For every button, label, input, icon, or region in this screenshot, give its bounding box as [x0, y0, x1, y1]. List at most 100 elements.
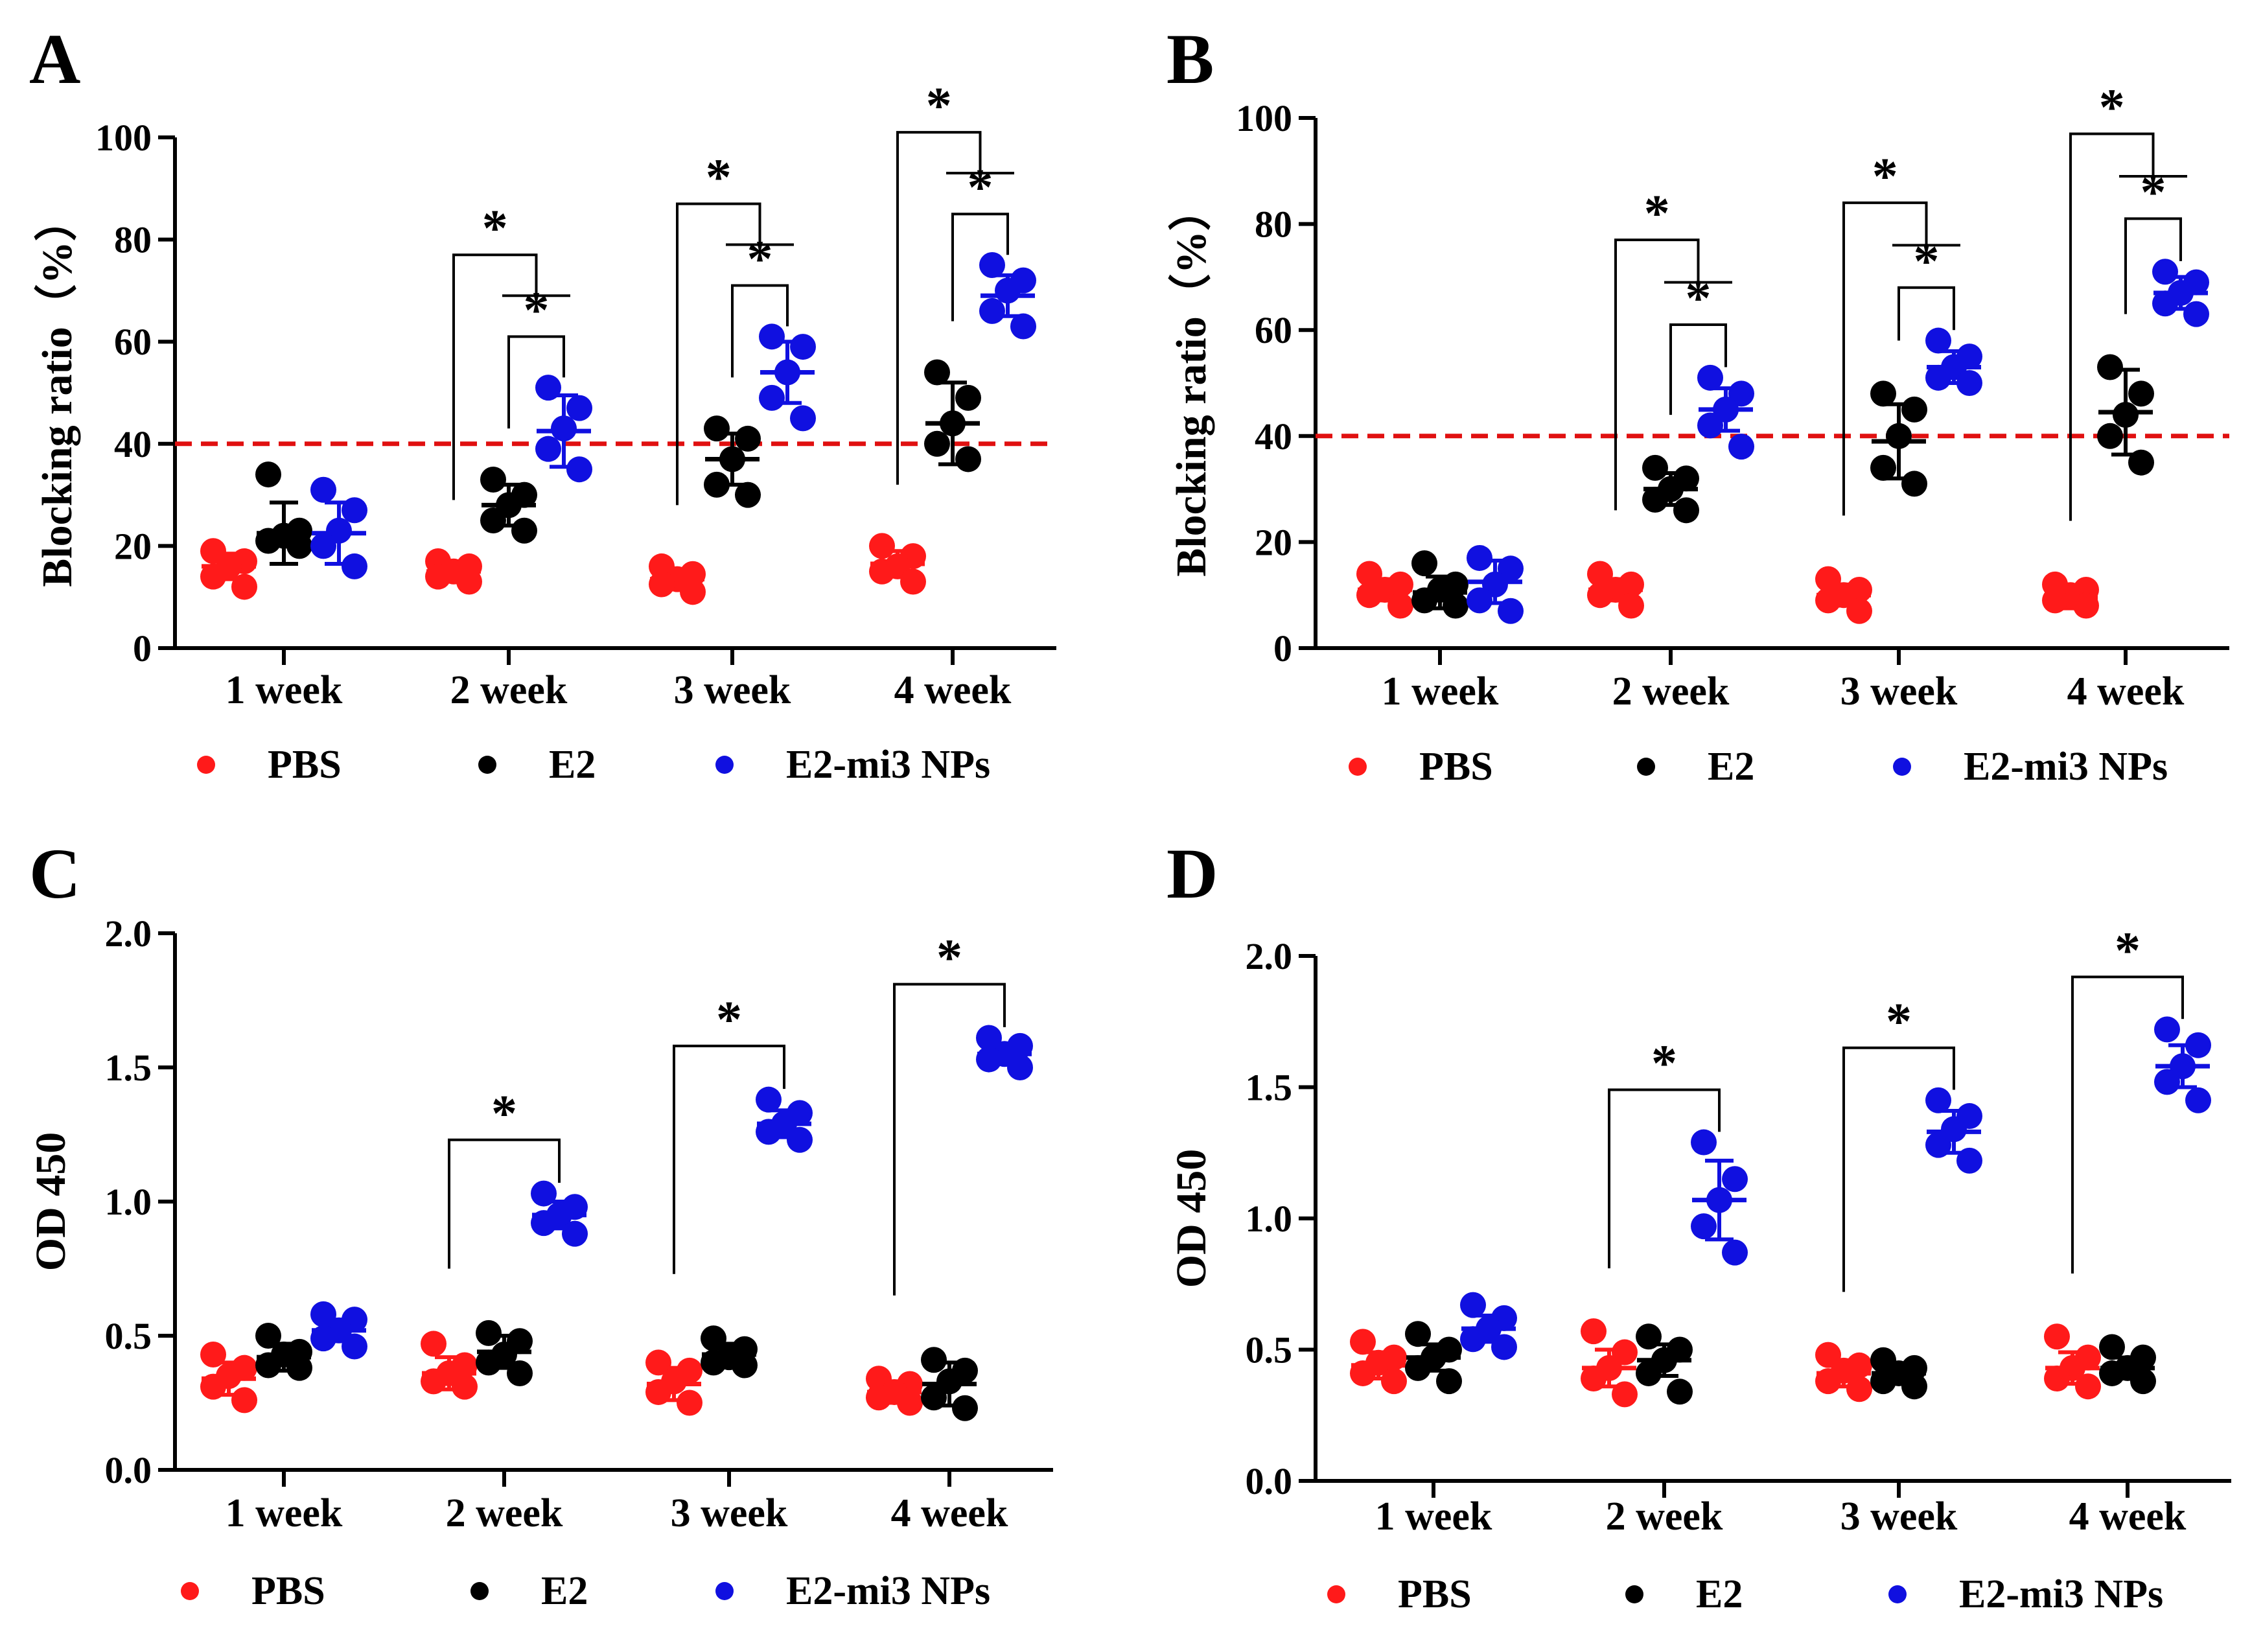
y-tick-label: 20 — [114, 525, 152, 567]
data-point — [1642, 454, 1668, 481]
x-tick-label: 3 week — [674, 668, 791, 712]
data-point — [452, 1373, 478, 1400]
series-pbs — [200, 1331, 923, 1416]
data-point — [511, 517, 537, 544]
data-point — [421, 1331, 447, 1357]
x-tick-label: 1 week — [1382, 669, 1499, 714]
legend-marker — [715, 756, 734, 774]
legend-marker — [715, 1582, 734, 1600]
data-point — [1691, 1213, 1717, 1240]
legend-marker — [1625, 1585, 1643, 1603]
bracket — [951, 213, 1009, 321]
legend-marker — [1349, 758, 1367, 776]
data-point — [1728, 434, 1754, 460]
x-tick-label: 3 week — [1840, 669, 1958, 714]
legend: PBS E2 E2-mi3 NPs — [181, 1569, 990, 1613]
data-point — [1587, 582, 1613, 609]
data-point — [1697, 364, 1723, 391]
data-point — [732, 1352, 758, 1379]
data-point — [1381, 1368, 1407, 1395]
legend-marker — [1888, 1585, 1907, 1603]
data-point — [200, 563, 226, 590]
significance-brackets: * * * — [448, 930, 1006, 1296]
series-pbs — [1356, 561, 2099, 624]
data-point — [310, 476, 336, 503]
data-point — [704, 471, 730, 498]
data-point — [979, 252, 1005, 278]
legend-label: E2-mi3 NPs — [1959, 1572, 2163, 1616]
data-point — [1722, 1239, 1748, 1266]
significance-star: * — [706, 149, 732, 206]
y-tick-label: 2.0 — [105, 913, 152, 955]
data-point — [1846, 1376, 1872, 1402]
legend: PBS E2 E2-mi3 NPs — [1327, 1572, 2163, 1616]
data-point — [787, 1126, 813, 1153]
x-tick-label: 2 week — [446, 1491, 563, 1535]
data-point — [866, 1384, 892, 1411]
y-tick-label: 60 — [114, 321, 152, 363]
x-tick-label: 4 week — [2069, 1495, 2187, 1539]
legend-label: E2 — [541, 1569, 588, 1613]
y-tick-label: 1.5 — [105, 1047, 152, 1089]
data-point — [1467, 587, 1492, 614]
legend-marker — [197, 756, 215, 774]
bracket — [1614, 238, 1700, 511]
significance-star: * — [1872, 148, 1898, 205]
y-tick-label: 60 — [1255, 309, 1292, 351]
data-point — [562, 1220, 588, 1247]
panel-C: C 0.0 0.5 1.0 1.5 2.0 OD 450 1 week 2 week 3 week… — [27, 834, 1053, 1613]
data-point — [1901, 1373, 1927, 1400]
x-tick-label: 2 week — [1606, 1495, 1723, 1539]
data-point — [2154, 1016, 2180, 1043]
data-point — [790, 334, 816, 360]
data-point — [2099, 1360, 2125, 1386]
data-point — [680, 579, 706, 605]
legend-label: PBS — [268, 743, 342, 787]
data-point — [2152, 259, 2178, 285]
data-point — [1460, 1326, 1486, 1353]
series-e2 — [255, 359, 981, 566]
data-point — [342, 553, 367, 579]
bracket — [893, 983, 1006, 1296]
data-point — [759, 323, 785, 350]
data-point — [480, 466, 506, 493]
y-tick-label: 0.0 — [1246, 1460, 1293, 1502]
legend-label: E2-mi3 NPs — [786, 1569, 990, 1613]
data-point — [1581, 1318, 1607, 1345]
data-point — [952, 1395, 978, 1421]
data-point — [535, 436, 561, 462]
data-point — [2075, 1373, 2101, 1400]
data-point — [1673, 497, 1699, 524]
data-point — [1901, 471, 1927, 497]
bracket — [676, 202, 761, 506]
data-point — [2130, 1368, 2156, 1395]
data-point — [735, 425, 761, 452]
significance-star: * — [1651, 1036, 1677, 1093]
y-axis-label: OD 450 — [27, 1132, 75, 1272]
data-point — [790, 405, 816, 432]
significance-star: * — [716, 992, 742, 1049]
series-e2 — [255, 1320, 978, 1421]
panel-letter: A — [29, 19, 80, 99]
data-point — [1356, 582, 1382, 609]
legend-marker — [1327, 1585, 1345, 1603]
data-point — [456, 568, 482, 595]
data-point — [1956, 370, 1982, 396]
y-tick-label: 40 — [114, 423, 152, 465]
legend-label: PBS — [251, 1569, 325, 1613]
data-point — [924, 430, 950, 457]
y-tick-label: 0.0 — [105, 1449, 152, 1491]
data-point — [735, 482, 761, 508]
x-tick-label: 4 week — [2067, 669, 2185, 714]
y-tick-label: 1.0 — [105, 1181, 152, 1223]
bracket — [896, 131, 982, 485]
data-point — [1815, 587, 1841, 614]
data-point — [1925, 1087, 1951, 1113]
legend-marker — [1637, 758, 1655, 776]
legend-label: E2-mi3 NPs — [786, 743, 990, 787]
panel-B: B 0 20 40 60 80 100 Blocking ratio（%） 1 week 2 we… — [1166, 19, 2229, 789]
x-tick-label: 4 week — [891, 1491, 1008, 1535]
data-point — [231, 1387, 257, 1414]
